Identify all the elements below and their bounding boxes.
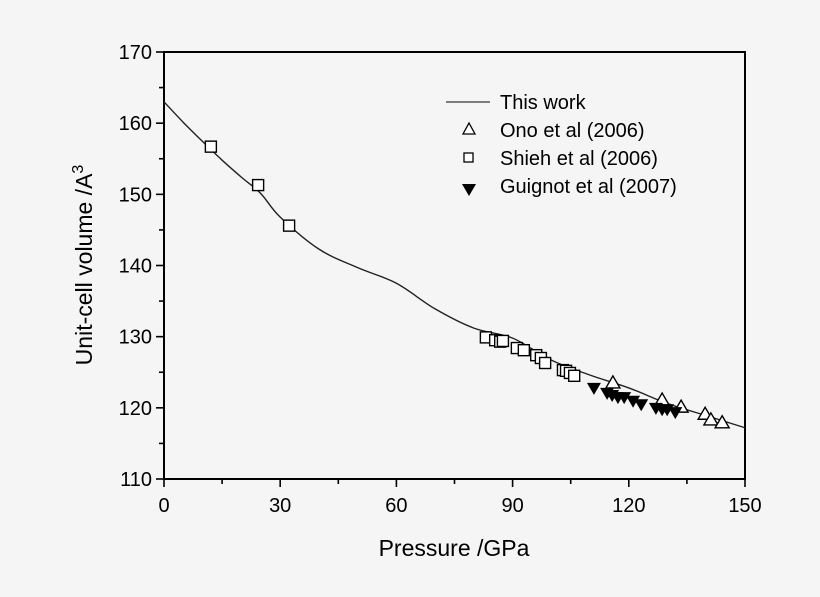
data-markers [204, 140, 731, 429]
square-icon [463, 152, 474, 163]
legend-item-this-work: This work [446, 92, 587, 114]
triangle-down-marker [626, 395, 641, 408]
triangle-down-marker [586, 382, 601, 395]
x-tick-label: 30 [269, 495, 291, 517]
triangle-down-marker [617, 392, 632, 405]
legend-label: This work [500, 92, 587, 114]
y-tick-label: 160 [119, 113, 152, 135]
triangle-up-marker [604, 374, 622, 389]
legend-item-shieh: Shieh et al (2006) [463, 148, 658, 170]
x-tick-label: 0 [158, 495, 169, 517]
legend-item-guignot: Guignot et al (2007) [462, 176, 677, 198]
square-marker [567, 369, 581, 383]
triangle-down-icon [462, 184, 476, 196]
y-tick-label: 170 [119, 42, 152, 64]
legend-label: Guignot et al (2007) [500, 176, 677, 198]
square-marker [517, 343, 531, 357]
y-tick-label: 130 [119, 327, 152, 349]
y-axis-title: Unit-cell volume /A3 [70, 165, 97, 366]
fit-curve [163, 101, 746, 429]
y-tick-label: 150 [119, 184, 152, 206]
y-axis-title-text: Unit-cell volume /A [71, 173, 97, 365]
triangle-down-marker [668, 407, 683, 420]
plot-border [163, 51, 746, 480]
x-axis-title: Pressure /GPa [379, 535, 530, 561]
x-tick-label: 60 [385, 495, 407, 517]
x-tick-label: 90 [501, 495, 523, 517]
triangle-down-marker [634, 399, 649, 412]
triangle-up-icon [461, 121, 477, 135]
square-marker [496, 334, 510, 348]
series-shieh [204, 140, 581, 383]
square-marker [538, 356, 552, 370]
square-marker [251, 178, 265, 192]
square-marker [204, 140, 218, 153]
legend: This work Ono et al (2006) Shieh et al (… [446, 92, 677, 198]
triangle-up-marker [702, 411, 720, 426]
x-tick-label: 150 [728, 495, 761, 517]
x-axis-ticks: 0 30 60 90 120 150 [158, 479, 762, 517]
triangle-up-marker [713, 414, 731, 429]
legend-label: Ono et al (2006) [500, 120, 645, 142]
y-tick-label: 120 [119, 398, 152, 420]
square-marker [282, 219, 296, 232]
legend-item-ono: Ono et al (2006) [461, 120, 645, 142]
series-guignot [586, 382, 683, 420]
y-axis-ticks: 110 120 130 140 150 160 170 [119, 42, 164, 491]
y-tick-label: 140 [119, 256, 152, 278]
x-tick-label: 120 [612, 495, 645, 517]
y-tick-label: 110 [120, 469, 152, 491]
plot-frame [163, 51, 746, 480]
y-axis-title-superscript: 3 [70, 165, 87, 174]
legend-label: Shieh et al (2006) [500, 148, 658, 170]
fit-curve-path [163, 101, 746, 429]
